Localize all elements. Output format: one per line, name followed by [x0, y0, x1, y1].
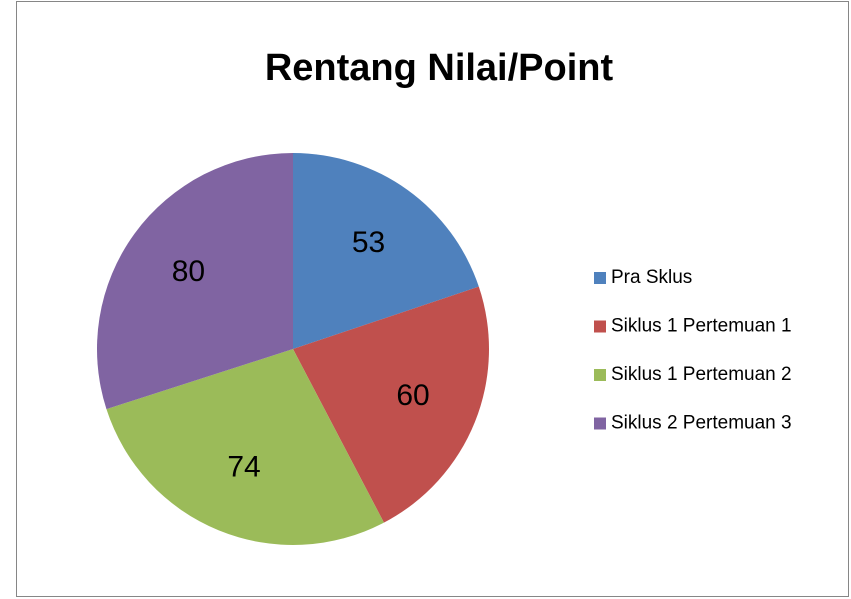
legend-label: Siklus 2 Pertemuan 3: [611, 413, 792, 434]
pie-slice: [293, 286, 490, 523]
data-label: 53: [352, 226, 385, 259]
pie-slice: [96, 153, 293, 410]
chart-title: Rentang Nilai/Point: [265, 47, 614, 89]
legend-swatch: [594, 417, 606, 430]
data-label: 80: [172, 255, 205, 288]
legend-label: Siklus 1 Pertemuan 1: [611, 316, 792, 337]
pie-slice: [106, 349, 384, 545]
legend-swatch: [594, 320, 606, 333]
pie-slice: [293, 153, 479, 349]
legend-swatch: [594, 369, 606, 381]
legend-swatch: [594, 272, 606, 284]
data-label: 60: [396, 379, 429, 412]
legend-label: Siklus 1 Pertemuan 2: [611, 364, 792, 385]
data-label: 74: [227, 451, 260, 484]
legend-label: Pra Sklus: [611, 267, 692, 288]
